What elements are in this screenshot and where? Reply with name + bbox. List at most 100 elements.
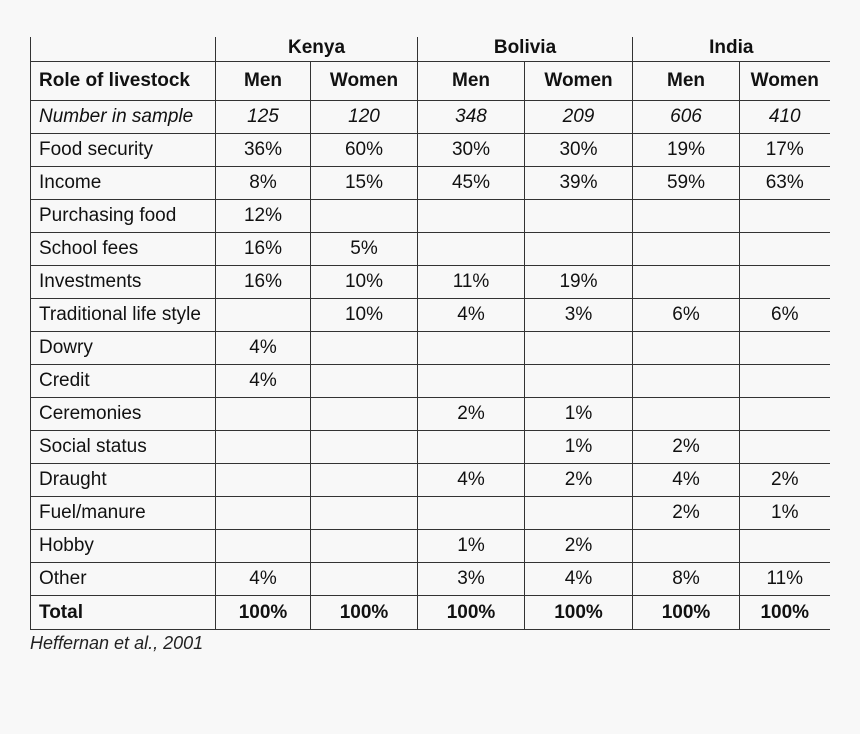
cell-value: 10% <box>310 265 418 299</box>
row-label: Draught <box>30 463 216 497</box>
row-label: Food security <box>30 133 216 167</box>
cell-value: 209 <box>524 100 633 134</box>
cell-value: 1% <box>417 529 525 563</box>
row-label: Other <box>30 562 216 596</box>
cell-value: 8% <box>215 166 311 200</box>
cell-value: 100% <box>215 595 311 630</box>
row-label: Social status <box>30 430 216 464</box>
cell-value: 4% <box>524 562 633 596</box>
cell-value: 100% <box>632 595 740 630</box>
cell-value <box>524 232 633 266</box>
cell-value <box>310 529 418 563</box>
column-header-india-men: Men <box>632 61 740 101</box>
cell-value: 11% <box>739 562 830 596</box>
row-label: School fees <box>30 232 216 266</box>
cell-value: 1% <box>739 496 830 530</box>
cell-value <box>632 397 740 431</box>
cell-value <box>310 331 418 365</box>
cell-value: 4% <box>417 298 525 332</box>
cell-value: 2% <box>632 430 740 464</box>
table-row: Investments 16% 10% 11% 19% <box>30 265 830 299</box>
cell-value <box>215 397 311 431</box>
sample-size-row: Number in sample 125 120 348 209 606 410 <box>30 100 830 134</box>
cell-value: 36% <box>215 133 311 167</box>
row-label: Credit <box>30 364 216 398</box>
cell-value <box>739 529 830 563</box>
cell-value: 100% <box>310 595 418 630</box>
table-row: Traditional life style 10% 4% 3% 6% 6% <box>30 298 830 332</box>
cell-value <box>215 430 311 464</box>
country-header-bolivia: Bolivia <box>417 37 633 62</box>
table-body: Number in sample 125 120 348 209 606 410… <box>30 100 830 596</box>
row-label: Number in sample <box>30 100 216 134</box>
cell-value <box>310 397 418 431</box>
cell-value <box>215 529 311 563</box>
cell-value <box>215 496 311 530</box>
cell-value: 4% <box>215 331 311 365</box>
cell-value: 1% <box>524 397 633 431</box>
cell-value <box>215 298 311 332</box>
table-row: Draught 4% 2% 4% 2% <box>30 463 830 497</box>
cell-value: 410 <box>739 100 830 134</box>
cell-value <box>310 364 418 398</box>
cell-value: 6% <box>632 298 740 332</box>
cell-value: 16% <box>215 265 311 299</box>
cell-value: 348 <box>417 100 525 134</box>
table-row: Income 8% 15% 45% 39% 59% 63% <box>30 166 830 200</box>
row-label: Traditional life style <box>30 298 216 332</box>
column-header-india-women: Women <box>739 61 830 101</box>
cell-value: 8% <box>632 562 740 596</box>
column-header-bolivia-women: Women <box>524 61 633 101</box>
table-row: Dowry 4% <box>30 331 830 365</box>
cell-value: 17% <box>739 133 830 167</box>
cell-value: 125 <box>215 100 311 134</box>
cell-value <box>739 397 830 431</box>
cell-value: 2% <box>524 463 633 497</box>
cell-value <box>524 496 633 530</box>
table-row: Social status 1% 2% <box>30 430 830 464</box>
table-row: Hobby 1% 2% <box>30 529 830 563</box>
cell-value: 39% <box>524 166 633 200</box>
cell-value: 19% <box>524 265 633 299</box>
cell-value <box>215 463 311 497</box>
cell-value <box>310 562 418 596</box>
cell-value <box>310 430 418 464</box>
cell-value: 59% <box>632 166 740 200</box>
column-header-kenya-women: Women <box>310 61 418 101</box>
row-label: Fuel/manure <box>30 496 216 530</box>
row-label: Total <box>30 595 216 630</box>
cell-value: 2% <box>524 529 633 563</box>
table-row: Fuel/manure 2% 1% <box>30 496 830 530</box>
cell-value <box>417 364 525 398</box>
cell-value: 120 <box>310 100 418 134</box>
row-label: Income <box>30 166 216 200</box>
cell-value <box>524 331 633 365</box>
cell-value: 45% <box>417 166 525 200</box>
cell-value <box>417 331 525 365</box>
table-row: School fees 16% 5% <box>30 232 830 266</box>
column-header-bolivia-men: Men <box>417 61 525 101</box>
country-header-row: Kenya Bolivia India <box>30 37 830 62</box>
cell-value <box>310 463 418 497</box>
row-label: Investments <box>30 265 216 299</box>
cell-value: 2% <box>739 463 830 497</box>
cell-value: 2% <box>417 397 525 431</box>
cell-value: 10% <box>310 298 418 332</box>
total-row: Total 100% 100% 100% 100% 100% 100% <box>30 595 830 630</box>
cell-value: 4% <box>215 562 311 596</box>
cell-value <box>310 496 418 530</box>
cell-value: 3% <box>524 298 633 332</box>
cell-value: 4% <box>632 463 740 497</box>
column-header-row: Role of livestock Men Women Men Women Me… <box>30 61 830 101</box>
cell-value: 4% <box>417 463 525 497</box>
cell-value: 30% <box>417 133 525 167</box>
country-header-blank <box>30 37 216 62</box>
cell-value <box>417 430 525 464</box>
cell-value <box>632 265 740 299</box>
cell-value <box>524 364 633 398</box>
table-row: Other 4% 3% 4% 8% 11% <box>30 562 830 596</box>
table-row: Purchasing food 12% <box>30 199 830 233</box>
cell-value: 2% <box>632 496 740 530</box>
cell-value: 100% <box>524 595 633 630</box>
